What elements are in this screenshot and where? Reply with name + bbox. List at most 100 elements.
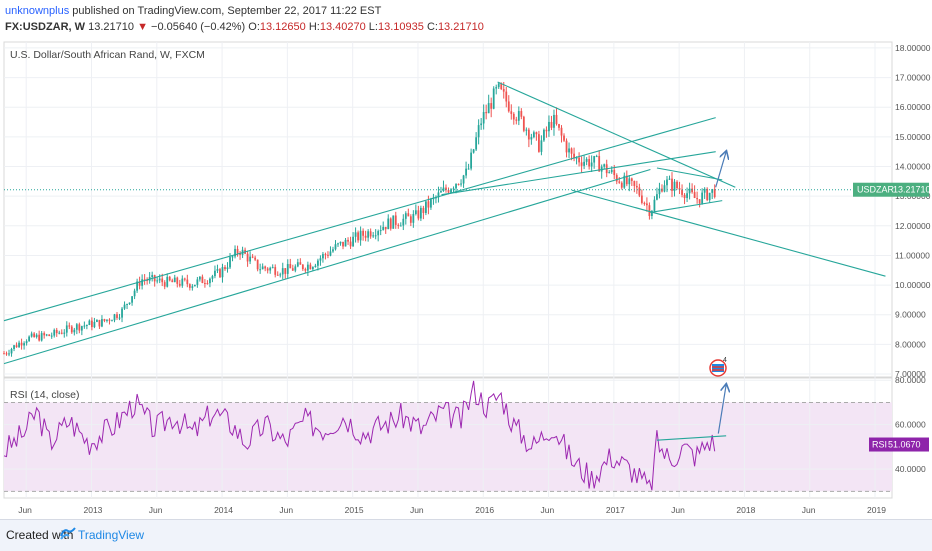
candle-body xyxy=(698,199,701,204)
candle-body xyxy=(598,156,601,172)
candle-body xyxy=(201,276,204,284)
candle-body xyxy=(354,232,357,237)
candle-body xyxy=(63,332,66,334)
candle-body xyxy=(389,218,392,229)
candle-body xyxy=(530,137,533,140)
candle-body xyxy=(198,276,201,280)
candle-body xyxy=(78,324,81,331)
candle-body xyxy=(10,349,13,354)
plot-layer xyxy=(3,81,892,491)
main-pane[interactable] xyxy=(3,41,893,378)
candle-body xyxy=(53,329,56,336)
candle-body xyxy=(568,148,570,153)
candle-body xyxy=(404,213,407,219)
candle-body xyxy=(362,230,365,236)
candle-body xyxy=(683,194,686,199)
candle-body xyxy=(711,189,714,193)
candle-body xyxy=(299,262,302,265)
candle-body xyxy=(688,188,691,194)
candle-body xyxy=(397,224,400,226)
candle-body xyxy=(121,308,123,318)
x-tick-label: Jun xyxy=(18,505,32,515)
y-tick-label: 16.00000 xyxy=(895,102,931,112)
candle-body xyxy=(417,210,420,219)
candle-body xyxy=(610,169,613,173)
candle-body xyxy=(166,276,169,287)
candle-body xyxy=(379,230,382,232)
candle-body xyxy=(543,129,545,141)
publish-header: unknownplus published on TradingView.com… xyxy=(5,5,381,17)
x-tick-label: Jun xyxy=(802,505,816,515)
rsi-y-tick-label: 80.0000 xyxy=(895,375,926,385)
candle-body xyxy=(430,199,432,208)
candle-body xyxy=(377,231,380,236)
candle-body xyxy=(550,121,553,128)
candle-body xyxy=(440,191,442,193)
last-price: 13.21710 xyxy=(88,21,134,33)
candle-body xyxy=(204,283,206,285)
candle-body xyxy=(630,178,633,181)
rsi-y-tick-label: 60.0000 xyxy=(895,420,926,430)
candle-body xyxy=(588,159,591,167)
trend-line-channel-lower xyxy=(3,168,651,365)
candle-body xyxy=(324,254,327,256)
tradingview-logo-icon[interactable] xyxy=(60,525,76,541)
candle-body xyxy=(708,192,711,201)
x-tick-label: Jun xyxy=(279,505,293,515)
candle-body xyxy=(477,125,480,138)
candle-body xyxy=(329,251,332,256)
candle-body xyxy=(118,317,121,319)
candle-body xyxy=(425,201,427,213)
candle-body xyxy=(264,266,267,269)
candle-body xyxy=(136,281,138,291)
created-with-label: Created with xyxy=(6,528,74,542)
candle-body xyxy=(419,207,422,219)
candle-body xyxy=(319,258,322,261)
candle-body xyxy=(625,175,628,185)
candle-body xyxy=(269,267,272,271)
candle-body xyxy=(98,319,101,327)
candle-body xyxy=(347,239,349,242)
candle-body xyxy=(311,267,314,270)
candle-body xyxy=(339,241,342,244)
x-tick-label: Jun xyxy=(410,505,424,515)
x-tick-label: 2018 xyxy=(736,505,755,515)
candle-body xyxy=(364,235,367,238)
candle-body xyxy=(8,353,10,355)
candle-body xyxy=(442,187,445,192)
candle-body xyxy=(507,101,510,112)
candle-body xyxy=(196,279,199,285)
candle-body xyxy=(234,248,236,257)
candle-body xyxy=(595,156,598,158)
candle-body xyxy=(73,329,76,333)
candle-body xyxy=(133,290,136,297)
candle-body xyxy=(548,121,550,132)
candle-body xyxy=(359,230,362,241)
candle-body xyxy=(221,267,224,278)
trend-line-down-resistance xyxy=(497,81,736,188)
candle-body xyxy=(409,216,412,223)
candle-body xyxy=(590,162,593,167)
event-badge-count: 4 xyxy=(723,357,727,364)
rsi-trend-line xyxy=(656,435,727,441)
tradingview-brand[interactable]: TradingView xyxy=(78,528,145,542)
candle-body xyxy=(573,153,575,158)
forecast-arrow xyxy=(715,152,726,188)
candle-body xyxy=(520,111,523,117)
candle-body xyxy=(123,304,126,309)
candle-body xyxy=(68,325,71,327)
rsi-y-tick-label: 40.0000 xyxy=(895,464,926,474)
candle-body xyxy=(113,314,116,321)
candle-body xyxy=(497,83,500,88)
candle-body xyxy=(673,181,676,191)
candle-body xyxy=(296,262,299,267)
author-link[interactable]: unknownplus xyxy=(5,5,70,17)
event-flag-icon[interactable]: 4 xyxy=(709,357,727,377)
chart-area[interactable]: 7.00000 8.00000 9.00000 10.00000 11.00000 12.… xyxy=(0,38,932,519)
trend-line-triangle-lower xyxy=(650,200,723,214)
published-text: published on TradingView.com, September … xyxy=(72,5,382,17)
candle-body xyxy=(211,276,214,279)
candle-body xyxy=(322,254,324,259)
candle-body xyxy=(327,254,329,256)
candle-body xyxy=(173,277,176,283)
